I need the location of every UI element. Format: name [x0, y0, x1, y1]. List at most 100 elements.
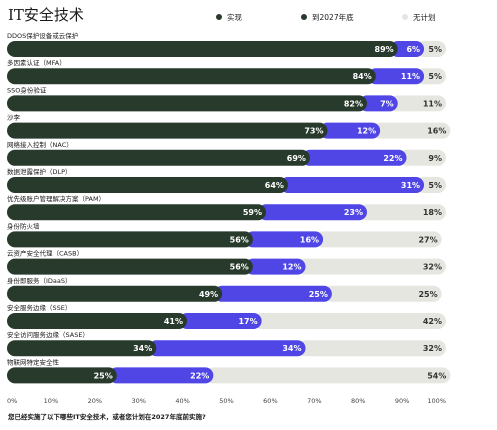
x-tick-label: 90% — [395, 397, 409, 405]
x-tick-label: 80% — [351, 397, 365, 405]
bar-segment — [244, 231, 324, 248]
data-label: 18% — [423, 208, 442, 217]
bar-segment — [7, 149, 310, 166]
data-label: 56% — [230, 263, 249, 272]
legend-label: 无计划 — [413, 12, 436, 22]
data-label: 27% — [418, 235, 437, 244]
data-label: 84% — [353, 72, 372, 81]
bar-segment — [367, 68, 425, 85]
bar-segment — [253, 313, 446, 329]
bar-segment — [416, 41, 446, 57]
data-label: 16% — [300, 235, 319, 244]
data-label: 69% — [287, 154, 306, 163]
x-tick-label: 20% — [88, 397, 102, 405]
bar-segment — [7, 122, 328, 139]
data-label: 9% — [428, 154, 442, 163]
x-tick-label: 50% — [219, 397, 233, 405]
x-tick-label: 100% — [427, 397, 446, 405]
bar-segment — [358, 95, 398, 112]
legend-item-no-plan: 无计划 — [402, 11, 436, 23]
bar-segment — [319, 122, 381, 139]
data-label: 56% — [230, 235, 249, 244]
bar-segment — [372, 122, 451, 139]
data-label: 34% — [133, 344, 152, 353]
data-label: 25% — [309, 290, 328, 299]
data-label: 32% — [423, 344, 442, 353]
bar-segment — [7, 68, 376, 85]
data-label: 16% — [427, 127, 446, 136]
category-label: 沙李 — [7, 113, 21, 122]
bar-segment — [315, 231, 442, 248]
data-label: 23% — [344, 208, 363, 217]
bar-segment — [389, 95, 446, 112]
legend-swatch — [216, 14, 222, 20]
bar-segment — [244, 258, 306, 275]
bar-segment — [416, 68, 446, 85]
survey-question: 您已经实施了以下哪些IT安全技术，或者您计划在2027年底前实施? — [8, 413, 206, 421]
bar-segment — [389, 41, 425, 57]
data-label: 59% — [243, 208, 262, 217]
data-label: 11% — [401, 72, 420, 81]
bar-segment — [7, 258, 253, 275]
bar-segment — [7, 340, 157, 357]
bar-segment — [416, 177, 446, 193]
bar-segment — [323, 285, 442, 302]
bar-segment — [178, 313, 262, 329]
bar-segment — [7, 177, 288, 193]
x-tick-label: 60% — [263, 397, 277, 405]
data-label: 42% — [423, 317, 442, 326]
data-label: 49% — [199, 290, 218, 299]
data-label: 31% — [401, 181, 420, 190]
bar-segment — [108, 367, 214, 384]
category-label: 数据泄露保护（DLP） — [7, 167, 72, 176]
data-label: 41% — [164, 317, 183, 326]
data-label: 25% — [418, 290, 437, 299]
data-label: 17% — [238, 317, 257, 326]
legend-label: 实现 — [227, 12, 242, 22]
bar-segment — [258, 204, 367, 221]
data-label: 5% — [428, 45, 442, 54]
bar-segment — [7, 231, 253, 248]
category-label: 身份即服务（IDaaS） — [7, 276, 72, 285]
bar-segment — [398, 149, 446, 166]
bar-segment — [301, 149, 407, 166]
bar-segment — [297, 258, 446, 275]
data-label: 73% — [304, 127, 323, 136]
bar-segment — [205, 367, 451, 384]
bar-segment — [7, 313, 187, 329]
data-label: 11% — [423, 99, 442, 108]
data-label: 89% — [375, 45, 394, 54]
legend-swatch — [301, 14, 307, 20]
data-label: 32% — [423, 263, 442, 272]
legend-swatch — [402, 14, 408, 20]
legend-item-by-2027: 到2027年底 — [301, 11, 354, 23]
data-label: 12% — [282, 263, 301, 272]
category-label: 身份防火墙 — [7, 221, 40, 230]
x-tick-label: 30% — [131, 397, 145, 405]
bar-segment — [358, 204, 446, 221]
bar-segment — [214, 285, 332, 302]
category-label: 云资产安全代理（CASB） — [7, 249, 83, 258]
data-label: 22% — [383, 154, 402, 163]
chart-title: IT安全技术 — [8, 6, 84, 24]
data-label: 64% — [265, 181, 284, 190]
data-label: 22% — [190, 371, 209, 380]
bar-segment — [7, 285, 223, 302]
data-label: 54% — [427, 371, 446, 380]
legend-item-implemented: 实现 — [216, 11, 242, 23]
data-label: 6% — [406, 45, 420, 54]
category-label: 多因素认证（MFA） — [7, 58, 66, 67]
bar-segment — [279, 177, 425, 193]
data-label: 34% — [282, 344, 301, 353]
data-label: 25% — [94, 371, 113, 380]
category-label: SSO身份验证 — [7, 85, 47, 94]
bar-segment — [7, 367, 117, 384]
x-tick-label: 40% — [175, 397, 189, 405]
bar-segment — [297, 340, 446, 357]
category-label: 优先级账户管理解决方案（PAM） — [7, 194, 105, 203]
bar-segment — [7, 95, 367, 112]
data-label: 7% — [380, 99, 394, 108]
data-label: 5% — [428, 181, 442, 190]
category-label: 安全服务边缘（SSE） — [7, 303, 71, 312]
